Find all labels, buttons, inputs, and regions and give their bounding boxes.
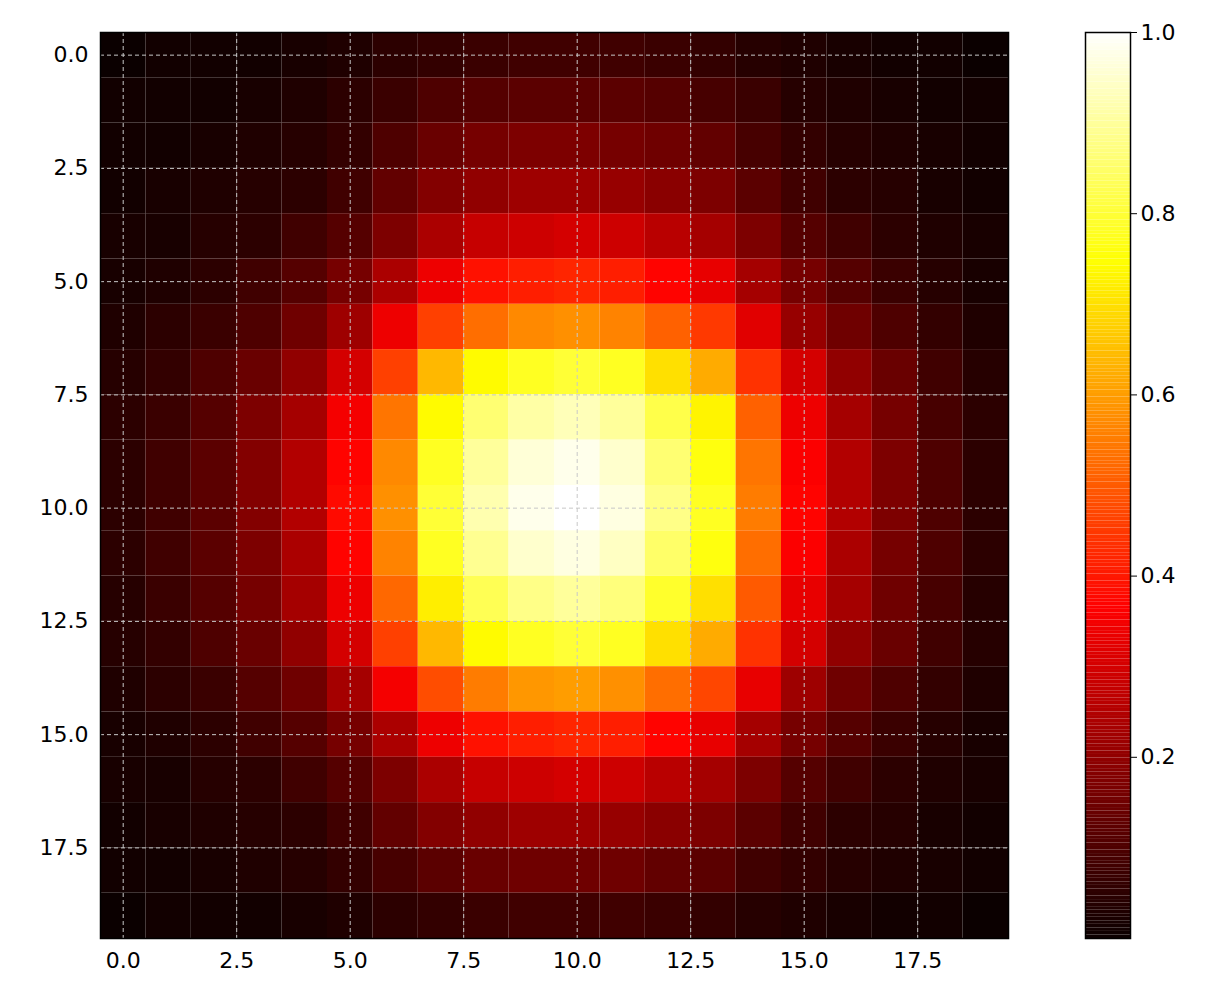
svg-text:10.0: 10.0 (553, 948, 602, 973)
svg-text:5.0: 5.0 (333, 948, 368, 973)
svg-text:12.5: 12.5 (40, 608, 89, 633)
svg-text:0.2: 0.2 (1141, 744, 1176, 769)
svg-text:5.0: 5.0 (54, 269, 89, 294)
svg-text:0.4: 0.4 (1141, 563, 1176, 588)
svg-text:1.0: 1.0 (1141, 20, 1176, 45)
svg-text:10.0: 10.0 (40, 495, 89, 520)
svg-text:0.0: 0.0 (54, 42, 89, 67)
svg-text:2.5: 2.5 (54, 155, 89, 180)
svg-text:7.5: 7.5 (54, 382, 89, 407)
svg-text:17.5: 17.5 (40, 835, 89, 860)
svg-text:0.0: 0.0 (106, 948, 141, 973)
svg-text:15.0: 15.0 (780, 948, 829, 973)
svg-text:12.5: 12.5 (666, 948, 715, 973)
svg-text:17.5: 17.5 (893, 948, 942, 973)
svg-text:15.0: 15.0 (40, 722, 89, 747)
svg-text:0.8: 0.8 (1141, 201, 1176, 226)
svg-text:0.6: 0.6 (1141, 382, 1176, 407)
svg-text:2.5: 2.5 (219, 948, 254, 973)
svg-text:7.5: 7.5 (446, 948, 481, 973)
